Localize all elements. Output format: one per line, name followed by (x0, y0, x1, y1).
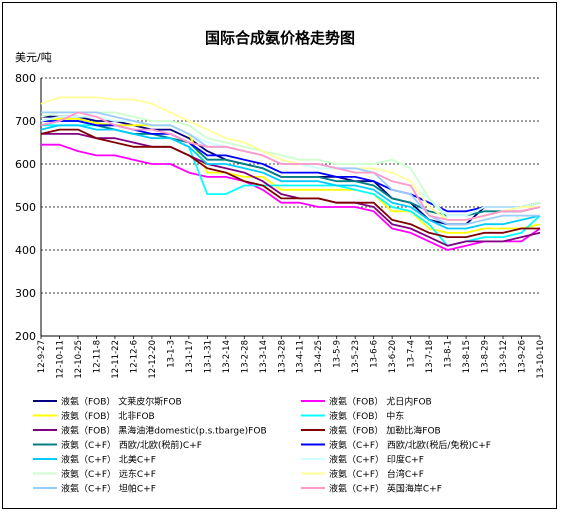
x-tick-label: 12-9-27 (37, 340, 47, 373)
x-tick-label: 12-11-8 (92, 340, 102, 373)
series-line (40, 115, 541, 217)
series-line (40, 120, 541, 217)
legend-label: 液氨（C+F） 印度C+F (329, 454, 424, 466)
legend-label: 液氨（FOB） 文莱皮尔斯FOB (61, 396, 182, 408)
legend-label: 液氨（FOB） 中东 (329, 410, 404, 422)
x-tick-label: 13-1-17 (185, 340, 195, 373)
x-tick-label: 13-1-3 (166, 340, 176, 368)
series-line (41, 132, 541, 247)
x-tick-label: 13-8-1 (444, 340, 454, 368)
x-tick-label: 12-12-20 (148, 340, 158, 379)
chart-title: 国际合成氨价格走势图 (205, 29, 355, 47)
legend: 液氨（FOB） 文莱皮尔斯FOB 液氨（FOB） 尤日内FOB 液氨（FOB） 北非… (33, 396, 491, 495)
x-tick-label: 13-1-31 (203, 340, 213, 373)
series-line (40, 117, 541, 234)
y-tick-label: 400 (15, 244, 36, 257)
x-tick-label: 13-8-29 (481, 340, 491, 373)
x-tick-label: 13-7-4 (407, 340, 417, 368)
x-tick-label: 13-9-12 (499, 340, 509, 373)
x-tick-label: 12-10-25 (74, 340, 84, 379)
legend-label: 液氨（C+F） 英国海岸C+F (329, 483, 442, 495)
series-line (41, 143, 541, 251)
legend-label: 液氨（C+F） 坦帕C+F (61, 483, 156, 495)
x-tick-label: 13-6-6 (370, 340, 380, 368)
x-tick-label: 12-11-22 (111, 340, 121, 379)
y-tick-label: 300 (15, 287, 36, 300)
legend-label: 液氨（C+F） 西欧/北欧(税前)C+F (61, 439, 202, 451)
x-tick-label: 13-5-9 (333, 340, 343, 368)
chart-canvas: 国际合成氨价格走势图 美元/吨 200 300 400 500 600 700 800 12-… (15, 29, 546, 495)
legend-label: 液氨（FOB） 北非FOB (61, 410, 155, 422)
legend-label: 液氨（C+F） 西欧/北欧(税后/免税)C+F (329, 439, 491, 451)
series-line (40, 111, 541, 221)
legend-label: 液氨（C+F） 远东C+F (61, 468, 156, 480)
x-tick-label: 13-2-14 (222, 340, 232, 373)
y-tick-label: 200 (15, 330, 36, 343)
legend-label: 液氨（C+F） 北美C+F (61, 454, 156, 466)
x-tick-label: 13-6-20 (388, 340, 398, 373)
x-tick-label: 13-4-11 (296, 340, 306, 373)
series-line (40, 128, 540, 239)
x-tick-label: 12-12-6 (129, 340, 139, 373)
y-tick-label: 600 (15, 158, 36, 171)
legend-label: 液氨（FOB） 尤日内FOB (329, 396, 432, 408)
legend-label: 液氨（FOB） 黑海油港domestic(p.s.tbarge)FOB (61, 425, 267, 437)
series-line (40, 96, 540, 221)
y-tick-label: 500 (15, 201, 36, 214)
plot-area: 200 300 400 500 600 700 800 12-9-27 12-10-11 12-1… (15, 72, 546, 379)
x-tick-label: 13-10-10 (536, 340, 546, 379)
x-tick-label: 13-5-23 (351, 340, 361, 373)
y-tick-label: 700 (15, 115, 36, 128)
x-tick-label: 13-8-15 (462, 340, 472, 373)
legend-label: 液氨（C+F） 台湾C+F (329, 468, 424, 480)
series-line (41, 115, 541, 226)
x-tick-label: 13-4-25 (314, 340, 324, 373)
x-tick-label: 13-7-18 (425, 340, 435, 373)
x-tick-label: 12-10-11 (55, 340, 65, 379)
x-tick-label: 13-3-14 (259, 340, 269, 373)
legend-label: 液氨（FOB） 加勒比海FOB (329, 425, 441, 437)
y-tick-label: 800 (15, 72, 36, 85)
x-tick-label: 13-9-26 (518, 340, 528, 373)
x-tick-label: 13-3-28 (277, 340, 287, 373)
y-axis-unit-label: 美元/吨 (15, 51, 52, 64)
x-tick-label: 13-2-28 (240, 340, 250, 373)
series-line (40, 111, 541, 221)
chart-frame: 国际合成氨价格走势图 美元/吨 200 300 400 500 600 700 800 12-… (2, 2, 557, 509)
series-line (40, 124, 541, 230)
